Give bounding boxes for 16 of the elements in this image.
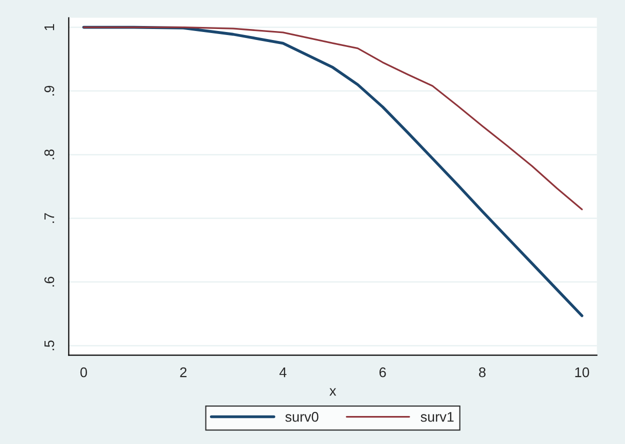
x-tick-label: 4 bbox=[279, 368, 286, 378]
x-tick-label: 0 bbox=[80, 367, 88, 378]
y-tick-label: .6 bbox=[44, 276, 54, 287]
x-tick-label: 10 bbox=[575, 367, 590, 378]
legend-label: surv0 bbox=[285, 412, 318, 422]
line-series bbox=[82, 26, 583, 210]
y-tick-label: .8 bbox=[44, 149, 54, 160]
legend-label: surv1 bbox=[420, 412, 454, 422]
x-axis-title: x bbox=[329, 388, 336, 396]
y-tick-label: 1 bbox=[44, 24, 54, 30]
y-tick-label: .5 bbox=[44, 340, 54, 350]
x-tick-label: 2 bbox=[180, 367, 187, 378]
y-tick-label: .7 bbox=[44, 213, 54, 223]
y-tick-label: .9 bbox=[44, 86, 54, 96]
x-tick-label: 8 bbox=[479, 367, 486, 378]
x-tick-label: 6 bbox=[379, 367, 386, 378]
